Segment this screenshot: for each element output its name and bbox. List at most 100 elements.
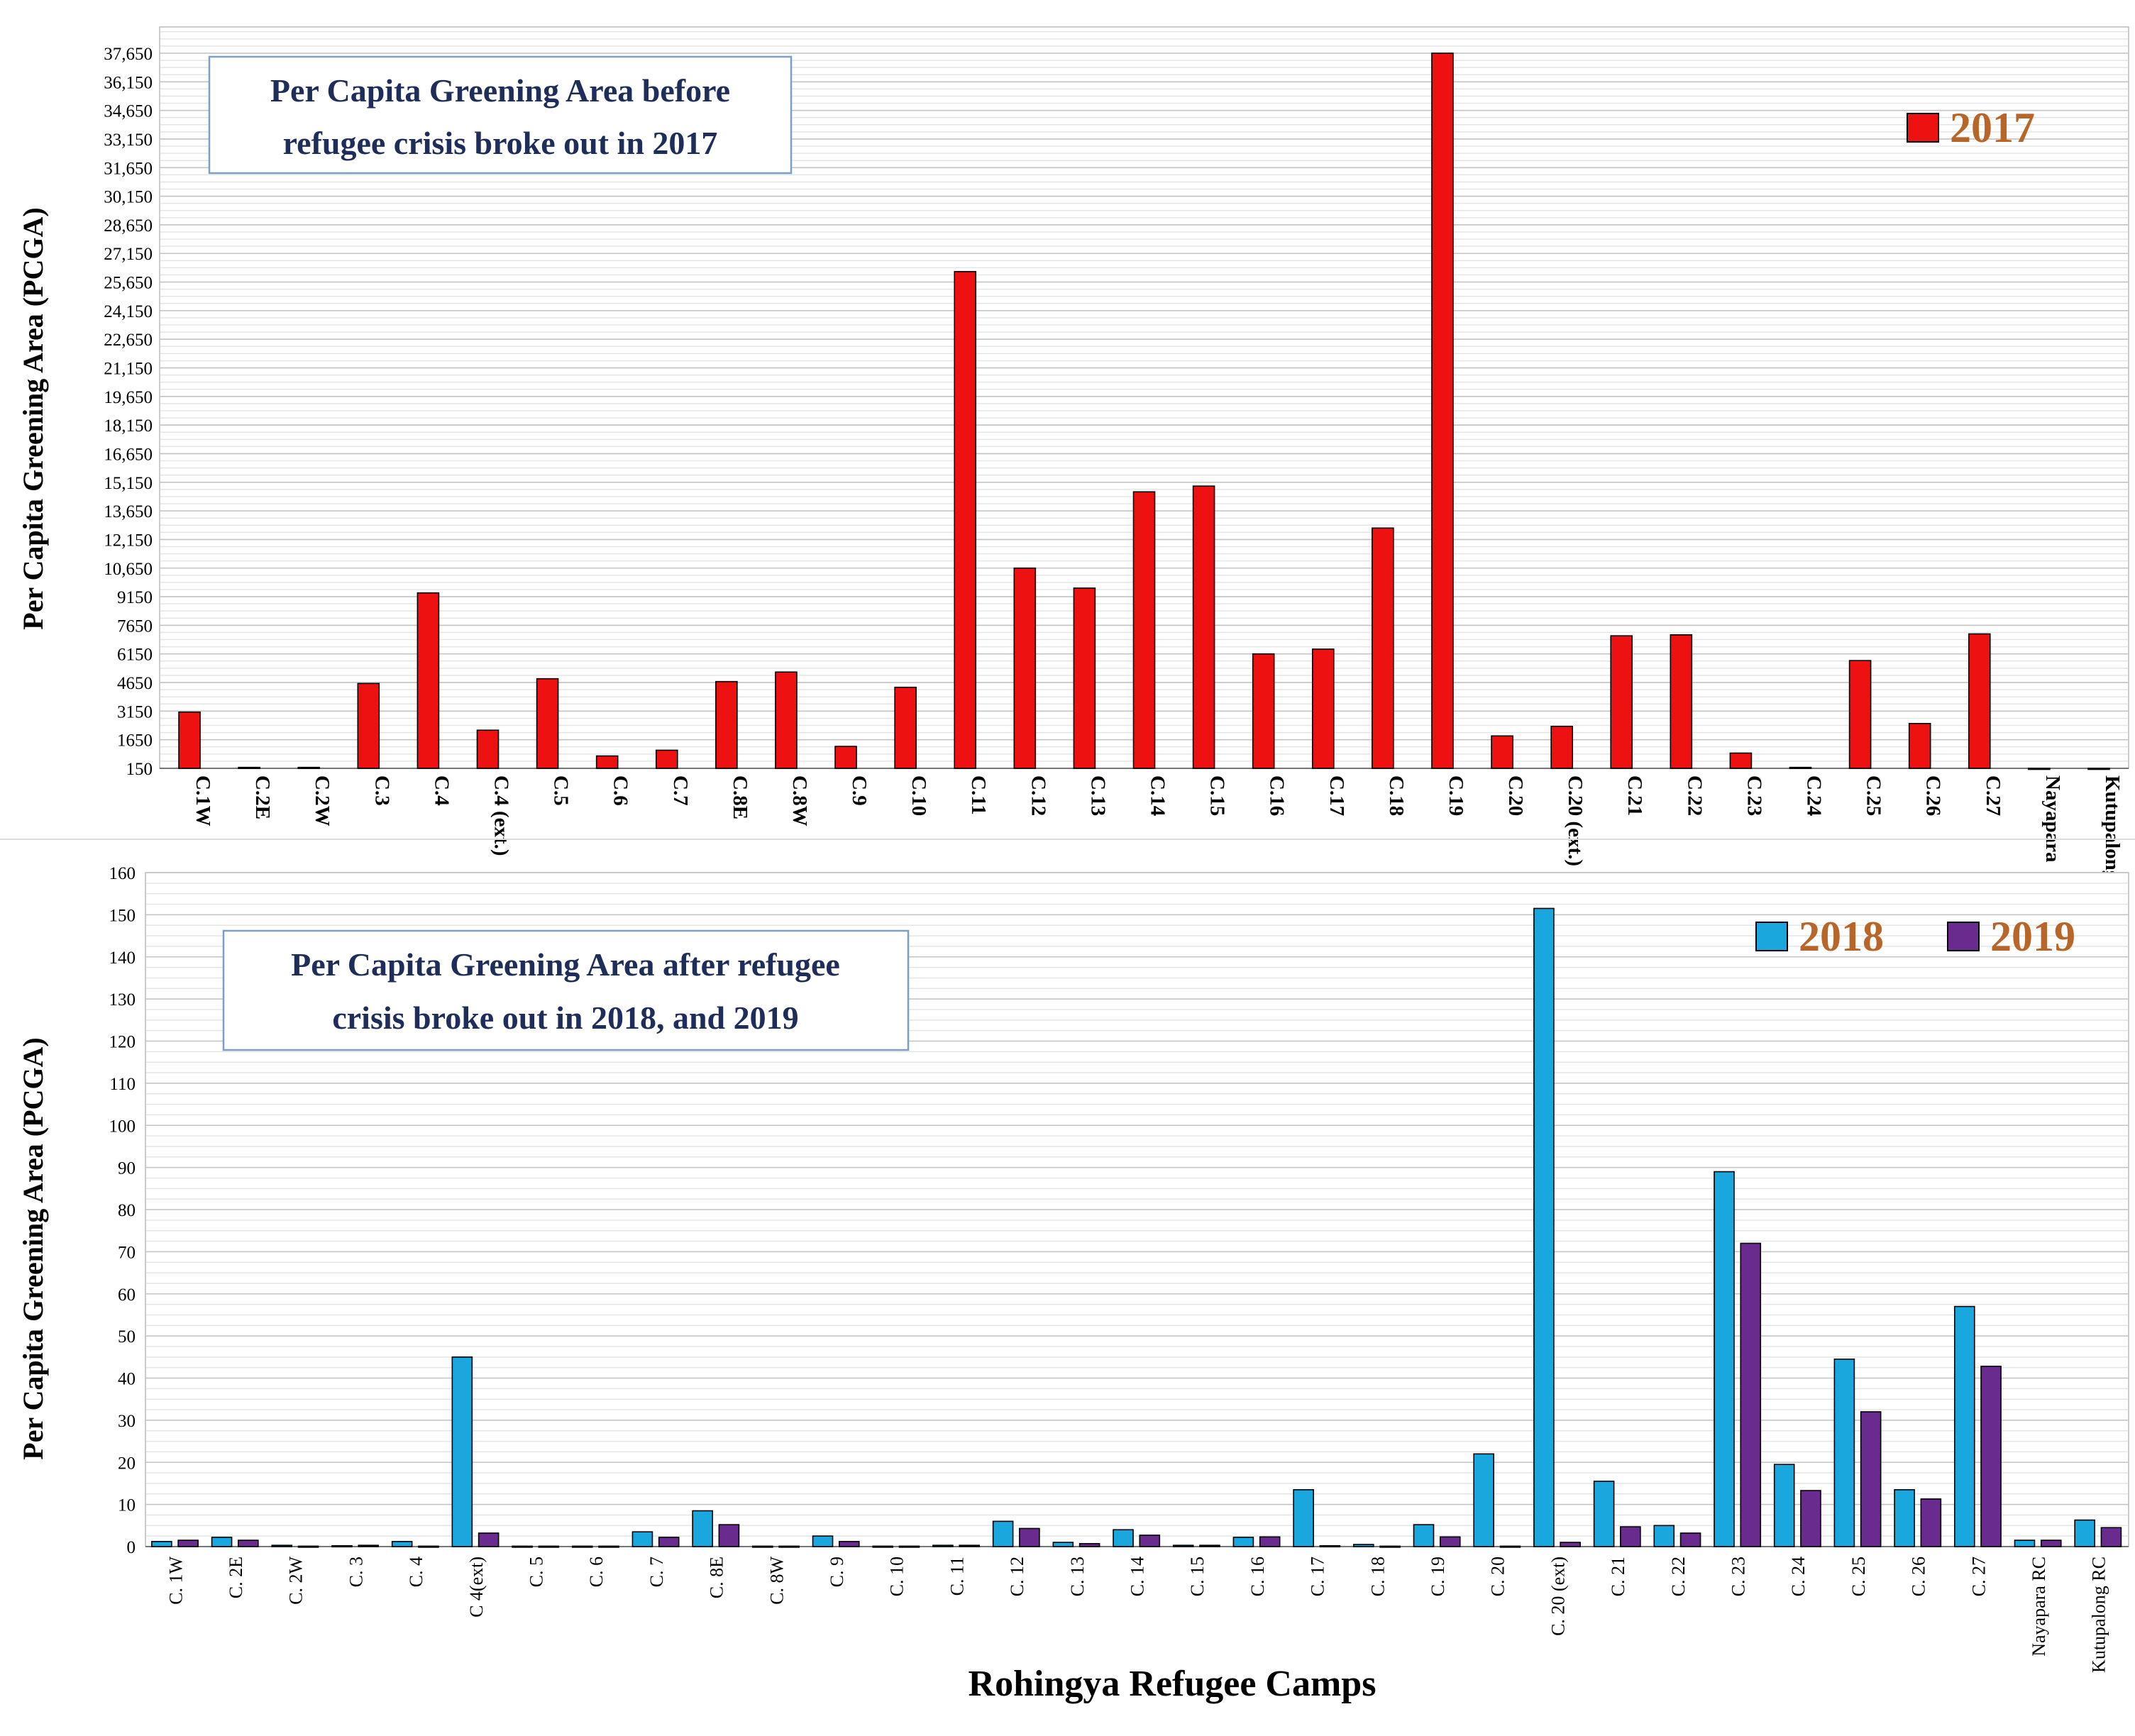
chart-2018-2019-y-tick-label: 120 [109,1033,136,1052]
bar-2018-c-8w [752,1545,773,1548]
chart-2018-2019-x-tick-label: C. 17 [1308,1557,1328,1596]
chart-2017-y-tick-label: 12,150 [104,531,153,550]
chart-2017-y-tick-label: 10,650 [104,560,153,579]
chart-2017-y-tick-label: 4650 [117,674,153,693]
chart-2017-y-axis-label: Per Capita Greening Area (PCGA) [17,207,49,629]
bar-2017-c-8w [775,671,798,769]
chart-2018-2019-x-tick-label: C. 2E [226,1557,246,1598]
bar-2019-c-8e [718,1524,740,1547]
chart-2017-y-tick-label: 30,150 [104,188,153,207]
chart-2018-2019-x-tick-label: C 4(ext) [466,1557,487,1618]
bar-2019-c-10 [898,1545,920,1548]
chart-2018-2019-x-tick-label: C. 24 [1788,1557,1809,1596]
chart-2018-2019-x-tick-label: C. 8E [707,1557,727,1598]
bar-2018-c-6 [571,1545,593,1548]
chart-2017-x-tick-label: C.8E [729,775,751,819]
chart-2017-y-tick-label: 19,650 [104,388,153,407]
chart-2018-2019-x-tick-label: C. 20 (ext) [1548,1557,1568,1636]
chart-2017-x-tick-label: C.4 (ext.) [490,775,513,856]
bar-2018-c-25 [1833,1358,1855,1547]
chart-2017-bars [178,52,2110,770]
bar-2018-c-1w [151,1541,172,1547]
chart-2018-2019-x-tick-label: C. 19 [1428,1557,1448,1596]
chart-2017-y-tick-label: 27,150 [104,245,153,264]
bar-2018-c-4 [391,1541,413,1547]
bar-2018-c-26 [1894,1489,1915,1547]
bar-2017-c-20-ext [1550,726,1573,769]
bar-2018-c-2w [271,1544,293,1547]
chart-2018-2019-title-line-2: crisis broke out in 2018, and 2019 [332,1000,798,1036]
bar-2018-c-5 [512,1545,533,1548]
chart-2017-x-tick-label: C.18 [1385,775,1408,816]
chart-2018-2019-x-tick-label: C. 20 [1488,1557,1508,1596]
chart-2017-y-tick-label: 1650 [117,731,153,751]
chart-2018-2019-x-tick-label: C. 21 [1608,1557,1628,1596]
legend-swatch-2017 [1907,113,1939,143]
chart-2017-y-tick-label: 21,150 [104,360,153,379]
bar-2017-c-11 [954,270,977,769]
chart-2018-2019-x-axis-label: Rohingya Refugee Camps [969,1664,1377,1704]
bar-2018-c-16 [1232,1537,1254,1547]
bar-2018-c-3 [331,1545,353,1548]
chart-2017-y-tick-label: 7650 [117,617,153,636]
chart-2018-2019-title-line-1: Per Capita Greening Area after refugee [291,946,840,983]
bar-2019-c-1w [177,1539,199,1547]
chart-2017-x-tick-label: C.8W [788,775,811,826]
bar-2018-c-2e [211,1537,233,1547]
chart-2018-2019-x-tick-label: C. 25 [1848,1557,1869,1596]
legend-swatch-2019 [1947,922,1980,951]
legend-swatch-2018 [1755,922,1788,951]
bar-2018-c-27 [1953,1305,1975,1547]
chart-2017-x-tick-label: C.22 [1683,775,1706,816]
bar-2017-c-17 [1311,648,1335,769]
chart-2017-x-tick-label: C.27 [1982,775,2004,816]
chart-2017-y-tick-label: 24,150 [104,302,153,321]
bar-2017-c-6 [595,755,619,769]
bar-2017-c-12 [1013,567,1037,769]
bar-2017-c-25 [1848,660,1872,769]
chart-2018-2019-x-tick-label: C. 26 [1909,1557,1929,1596]
bar-2018-c-12 [992,1520,1014,1547]
bar-2019-c-12 [1019,1527,1040,1547]
bar-2019-c-22 [1679,1532,1701,1547]
bar-2019-c-16 [1259,1536,1281,1547]
bar-2019-c-4 [418,1545,439,1548]
chart-2018-2019-x-tick-label: C. 14 [1127,1557,1148,1596]
chart-2017-y-tick-label: 31,650 [104,159,153,178]
chart-2018-2019-y-tick-label: 130 [109,990,136,1010]
bar-2017-c-8e [715,680,738,769]
bar-2019-c-14 [1139,1535,1161,1547]
chart-2017-y-tick-label: 9150 [117,588,153,607]
bar-2017-c-23 [1729,752,1753,769]
chart-2018-2019-y-ticks: 0 10 20 30 40 50 60 70 80 90 100 110 120 130 140 150 160 [109,864,136,1557]
chart-2017-x-tick-label: C.21 [1623,775,1646,816]
chart-2017-x-tick-label: C.24 [1803,775,1826,816]
chart-2018-2019-x-tick-label: C. 13 [1067,1557,1088,1596]
bar-2019-kutupalong-rc [2100,1527,2122,1547]
chart-2018-2019-x-tick-label: C. 15 [1187,1557,1208,1596]
chart-2018-2019-x-tick-label: C. 6 [586,1557,607,1587]
bar-2018-c-13 [1052,1542,1074,1547]
chart-2017-x-tick-label: C.1W [192,775,214,826]
bar-2018-c-20-ext [1533,907,1555,1547]
chart-2018-2019-y-tick-label: 140 [109,949,136,968]
bar-2017-c-3 [357,682,380,769]
bar-2018-c-22 [1653,1525,1675,1547]
chart-2018-2019-y-tick-label: 60 [118,1286,136,1305]
chart-2017-x-tick-label: C.10 [907,775,930,816]
bar-2017-c-21 [1610,635,1633,769]
chart-2017-x-tick-label: C.17 [1325,775,1348,816]
chart-2018-2019-y-tick-label: 80 [118,1201,136,1220]
chart-2017: 150 1650 3150 4650 6150 7650 9150 10,650 12,150 1… [17,26,2129,915]
bar-2019-c-2w [297,1545,319,1548]
chart-2017-x-tick-label: C.9 [848,775,871,806]
bar-2019-c-20-ext [1560,1542,1581,1547]
legend-label-2019: 2019 [1990,913,2075,960]
chart-2018-2019-x-tick-label: C. 23 [1728,1557,1748,1596]
bar-2017-c-4 [416,592,440,769]
chart-2017-y-tick-label: 34,650 [104,102,153,121]
chart-2017-title-box [208,55,793,175]
chart-2017-x-tick-label: C.11 [967,775,990,815]
bar-2017-c-9 [834,746,857,769]
bar-2017-c-20 [1491,735,1513,769]
